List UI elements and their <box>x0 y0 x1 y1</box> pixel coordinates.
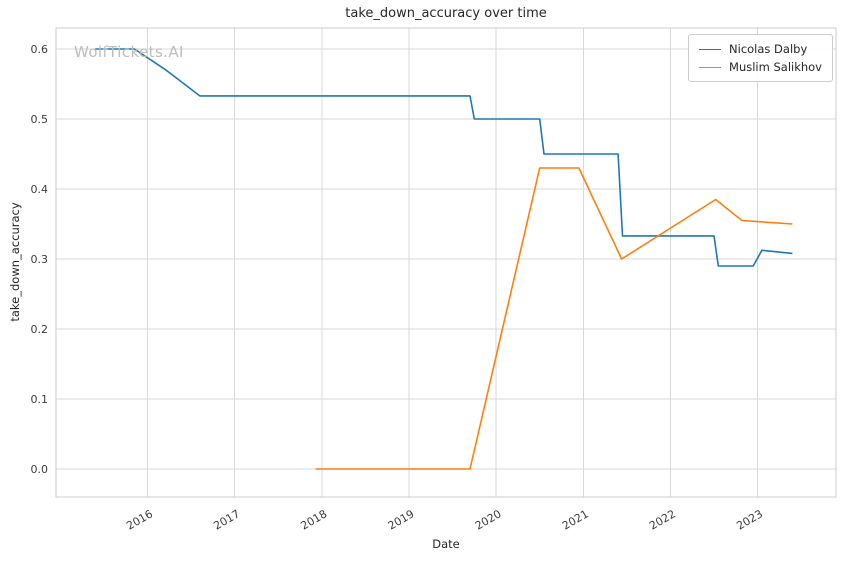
svg-text:2016: 2016 <box>124 507 155 532</box>
y-tick-labels: 0.0 0.1 0.2 0.3 0.4 0.5 0.6 <box>31 43 49 476</box>
chart-title: take_down_accuracy over time <box>345 6 547 21</box>
series-line-nicolas-dalby <box>95 48 793 267</box>
svg-text:0.4: 0.4 <box>31 183 49 196</box>
x-tick-labels: 2016 2017 2018 2019 2020 2021 2022 2023 <box>124 507 765 532</box>
svg-text:0.1: 0.1 <box>31 393 49 406</box>
gridlines <box>56 28 836 497</box>
legend-line-swatch-blue <box>699 48 722 50</box>
svg-text:2023: 2023 <box>734 507 765 532</box>
legend-item-nicolas-dalby: Nicolas Dalby <box>699 40 822 58</box>
svg-text:0.6: 0.6 <box>31 43 49 56</box>
svg-text:2022: 2022 <box>647 507 678 532</box>
plot-border <box>55 27 837 498</box>
svg-text:0.5: 0.5 <box>31 113 49 126</box>
svg-text:2018: 2018 <box>299 507 330 532</box>
svg-text:2019: 2019 <box>386 507 417 532</box>
x-axis-label: Date <box>432 537 460 551</box>
y-axis-label: take_down_accuracy <box>8 202 22 322</box>
legend-item-muslim-salikhov: Muslim Salikhov <box>699 58 822 76</box>
svg-text:0.2: 0.2 <box>31 323 49 336</box>
svg-text:0.0: 0.0 <box>31 463 49 476</box>
legend-label: Nicolas Dalby <box>729 42 808 56</box>
legend-label: Muslim Salikhov <box>729 60 822 74</box>
legend: Nicolas Dalby Muslim Salikhov <box>688 34 833 82</box>
svg-text:0.3: 0.3 <box>31 253 49 266</box>
series-line-muslim-salikhov <box>315 167 793 470</box>
svg-text:2017: 2017 <box>211 507 242 532</box>
watermark: WolfTickets.AI <box>74 43 184 61</box>
svg-text:2020: 2020 <box>473 507 504 532</box>
svg-text:2021: 2021 <box>560 507 591 532</box>
legend-line-swatch-orange <box>699 66 722 68</box>
